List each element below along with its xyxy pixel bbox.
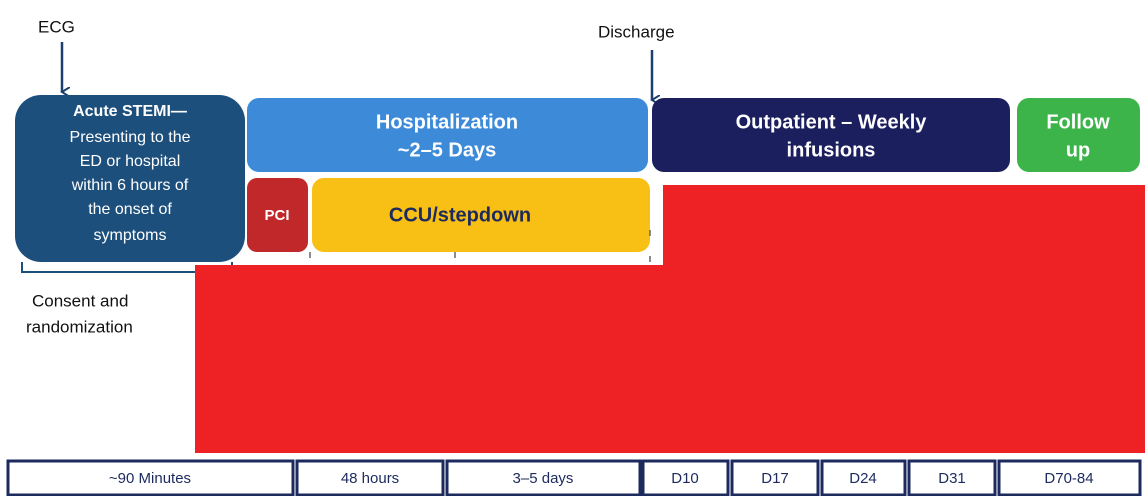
follow-up-box xyxy=(1017,98,1140,172)
timeline-label: D31 xyxy=(938,470,966,487)
timeline-label: 3–5 days xyxy=(513,470,574,487)
timeline-cell xyxy=(730,459,820,496)
timeline-label: D24 xyxy=(849,470,877,487)
follow-up-line: Follow xyxy=(1046,111,1110,133)
stemi-line: the onset of xyxy=(88,201,172,218)
timeline-cell xyxy=(820,459,907,496)
redaction xyxy=(195,265,1145,453)
timeline-label: D10 xyxy=(671,470,699,487)
stemi-line: within 6 hours of xyxy=(71,177,189,194)
timeline-cell xyxy=(641,459,730,496)
consent-label: randomization xyxy=(26,317,133,336)
outpatient-box xyxy=(652,98,1010,172)
timeline-label: D70-84 xyxy=(1044,470,1093,487)
stemi-title: Acute STEMI— xyxy=(73,103,187,120)
stemi-line: symptoms xyxy=(94,227,167,244)
follow-up-line: up xyxy=(1066,139,1090,161)
timeline-cell xyxy=(6,459,295,496)
stemi-line: ED or hospital xyxy=(80,153,181,170)
ecg-label: ECG xyxy=(38,17,75,36)
stemi-box xyxy=(15,95,245,262)
hospitalization-box xyxy=(247,98,648,172)
outpatient-line: Outpatient – Weekly xyxy=(736,111,928,133)
timeline-cell xyxy=(295,459,445,496)
hospitalization-line: Hospitalization xyxy=(376,111,518,133)
timeline-label: ~90 Minutes xyxy=(109,470,191,487)
timeline-label: D17 xyxy=(761,470,789,487)
outpatient-line: infusions xyxy=(787,139,876,161)
pci-label: PCI xyxy=(264,207,289,224)
timeline-cell xyxy=(907,459,997,496)
pci-box xyxy=(247,178,308,252)
timeline-cell xyxy=(445,459,642,496)
ccu-box xyxy=(312,178,650,252)
redaction xyxy=(663,185,1145,267)
timeline-label: 48 hours xyxy=(341,470,399,487)
timeline-cell xyxy=(997,459,1142,496)
ccu-label: CCU/stepdown xyxy=(389,204,531,226)
stemi-line: Presenting to the xyxy=(70,129,191,146)
discharge-label: Discharge xyxy=(598,22,675,41)
hospitalization-line: ~2–5 Days xyxy=(398,139,496,161)
consent-label: Consent and xyxy=(32,291,128,310)
